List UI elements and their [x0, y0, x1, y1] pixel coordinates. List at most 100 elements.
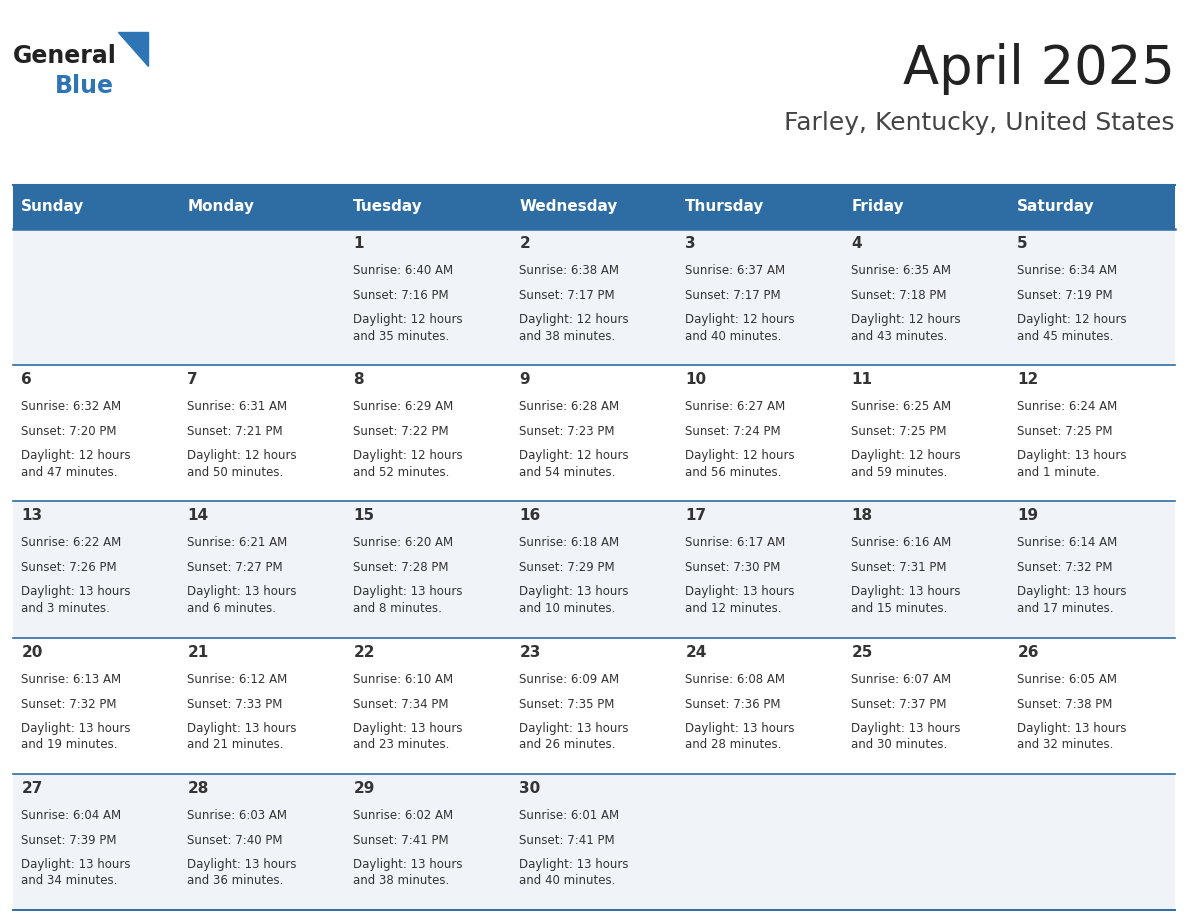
Text: Sunrise: 6:14 AM: Sunrise: 6:14 AM [1017, 536, 1118, 549]
Text: 9: 9 [519, 372, 530, 387]
Text: Sunset: 7:40 PM: Sunset: 7:40 PM [188, 834, 283, 846]
Bar [179, 638, 345, 774]
Text: 18: 18 [852, 509, 872, 523]
Text: Daylight: 12 hours
and 54 minutes.: Daylight: 12 hours and 54 minutes. [519, 449, 628, 478]
Text: Sunrise: 6:22 AM: Sunrise: 6:22 AM [21, 536, 121, 549]
Text: 21: 21 [188, 644, 209, 660]
Bar [345, 501, 511, 638]
Text: 13: 13 [21, 509, 43, 523]
Text: General: General [13, 44, 116, 68]
Text: Daylight: 12 hours
and 43 minutes.: Daylight: 12 hours and 43 minutes. [852, 313, 961, 342]
Text: Sunset: 7:37 PM: Sunset: 7:37 PM [852, 698, 947, 711]
Bar [511, 229, 677, 365]
Text: 7: 7 [188, 372, 198, 387]
Bar [511, 185, 677, 229]
Text: 16: 16 [519, 509, 541, 523]
Text: Sunrise: 6:31 AM: Sunrise: 6:31 AM [188, 400, 287, 413]
Bar [345, 185, 511, 229]
Text: 23: 23 [519, 644, 541, 660]
Text: Sunrise: 6:40 AM: Sunrise: 6:40 AM [353, 264, 454, 277]
Text: Sunrise: 6:35 AM: Sunrise: 6:35 AM [852, 264, 952, 277]
Bar [13, 185, 179, 229]
Text: Daylight: 12 hours
and 38 minutes.: Daylight: 12 hours and 38 minutes. [519, 313, 628, 342]
Bar [677, 365, 843, 501]
Text: 12: 12 [1017, 372, 1038, 387]
Text: Sunrise: 6:29 AM: Sunrise: 6:29 AM [353, 400, 454, 413]
Text: Thursday: Thursday [685, 199, 765, 215]
Text: 14: 14 [188, 509, 208, 523]
Bar [1009, 638, 1175, 774]
Text: Sunset: 7:28 PM: Sunset: 7:28 PM [353, 562, 449, 575]
Text: Sunrise: 6:37 AM: Sunrise: 6:37 AM [685, 264, 785, 277]
Bar [179, 774, 345, 910]
Text: Daylight: 13 hours
and 6 minutes.: Daylight: 13 hours and 6 minutes. [188, 586, 297, 615]
Text: Sunrise: 6:09 AM: Sunrise: 6:09 AM [519, 673, 619, 686]
Text: 27: 27 [21, 781, 43, 796]
Text: Sunset: 7:41 PM: Sunset: 7:41 PM [519, 834, 615, 846]
Text: Monday: Monday [188, 199, 254, 215]
Text: Sunset: 7:36 PM: Sunset: 7:36 PM [685, 698, 781, 711]
Bar [345, 229, 511, 365]
Text: Daylight: 12 hours
and 56 minutes.: Daylight: 12 hours and 56 minutes. [685, 449, 795, 478]
Bar [511, 638, 677, 774]
Text: Daylight: 13 hours
and 3 minutes.: Daylight: 13 hours and 3 minutes. [21, 586, 131, 615]
Bar [1009, 185, 1175, 229]
Text: Sunrise: 6:24 AM: Sunrise: 6:24 AM [1017, 400, 1118, 413]
Text: Sunrise: 6:21 AM: Sunrise: 6:21 AM [188, 536, 287, 549]
Bar [511, 501, 677, 638]
Text: 6: 6 [21, 372, 32, 387]
Text: Blue: Blue [55, 74, 114, 98]
Text: Daylight: 13 hours
and 10 minutes.: Daylight: 13 hours and 10 minutes. [519, 586, 628, 615]
Text: Daylight: 12 hours
and 50 minutes.: Daylight: 12 hours and 50 minutes. [188, 449, 297, 478]
Text: Sunset: 7:22 PM: Sunset: 7:22 PM [353, 425, 449, 438]
Bar [13, 774, 179, 910]
Text: Sunset: 7:31 PM: Sunset: 7:31 PM [852, 562, 947, 575]
Text: Sunrise: 6:25 AM: Sunrise: 6:25 AM [852, 400, 952, 413]
Bar [345, 365, 511, 501]
Text: Sunday: Sunday [21, 199, 84, 215]
Text: Daylight: 12 hours
and 40 minutes.: Daylight: 12 hours and 40 minutes. [685, 313, 795, 342]
Text: Sunrise: 6:07 AM: Sunrise: 6:07 AM [852, 673, 952, 686]
Text: Sunset: 7:34 PM: Sunset: 7:34 PM [353, 698, 449, 711]
Text: Daylight: 13 hours
and 32 minutes.: Daylight: 13 hours and 32 minutes. [1017, 722, 1126, 751]
Text: 19: 19 [1017, 509, 1038, 523]
Text: Sunrise: 6:27 AM: Sunrise: 6:27 AM [685, 400, 785, 413]
Bar [179, 229, 345, 365]
Text: Sunset: 7:32 PM: Sunset: 7:32 PM [21, 698, 116, 711]
Text: 8: 8 [353, 372, 364, 387]
Text: Sunset: 7:25 PM: Sunset: 7:25 PM [852, 425, 947, 438]
Text: Sunrise: 6:08 AM: Sunrise: 6:08 AM [685, 673, 785, 686]
Text: Daylight: 13 hours
and 1 minute.: Daylight: 13 hours and 1 minute. [1017, 449, 1126, 478]
Text: Sunset: 7:24 PM: Sunset: 7:24 PM [685, 425, 781, 438]
Text: Sunrise: 6:32 AM: Sunrise: 6:32 AM [21, 400, 121, 413]
Text: Sunset: 7:27 PM: Sunset: 7:27 PM [188, 562, 283, 575]
Bar [843, 229, 1009, 365]
Text: Sunset: 7:23 PM: Sunset: 7:23 PM [519, 425, 615, 438]
Bar [843, 774, 1009, 910]
Text: Sunrise: 6:12 AM: Sunrise: 6:12 AM [188, 673, 287, 686]
Text: Wednesday: Wednesday [519, 199, 618, 215]
Text: Sunrise: 6:04 AM: Sunrise: 6:04 AM [21, 809, 121, 822]
Text: 1: 1 [353, 236, 364, 251]
Bar [677, 638, 843, 774]
Text: Daylight: 13 hours
and 34 minutes.: Daylight: 13 hours and 34 minutes. [21, 857, 131, 888]
Text: Daylight: 12 hours
and 59 minutes.: Daylight: 12 hours and 59 minutes. [852, 449, 961, 478]
Text: Sunset: 7:32 PM: Sunset: 7:32 PM [1017, 562, 1113, 575]
Text: 15: 15 [353, 509, 374, 523]
Text: Sunset: 7:19 PM: Sunset: 7:19 PM [1017, 289, 1113, 302]
Text: Sunset: 7:38 PM: Sunset: 7:38 PM [1017, 698, 1113, 711]
Text: Daylight: 13 hours
and 8 minutes.: Daylight: 13 hours and 8 minutes. [353, 586, 463, 615]
Bar [13, 501, 179, 638]
Text: Sunrise: 6:03 AM: Sunrise: 6:03 AM [188, 809, 287, 822]
Text: 25: 25 [852, 644, 873, 660]
Text: Sunset: 7:29 PM: Sunset: 7:29 PM [519, 562, 615, 575]
Text: Sunset: 7:30 PM: Sunset: 7:30 PM [685, 562, 781, 575]
Text: Daylight: 13 hours
and 38 minutes.: Daylight: 13 hours and 38 minutes. [353, 857, 463, 888]
Text: Sunrise: 6:16 AM: Sunrise: 6:16 AM [852, 536, 952, 549]
Text: Sunrise: 6:10 AM: Sunrise: 6:10 AM [353, 673, 454, 686]
Bar [1009, 365, 1175, 501]
Text: Sunrise: 6:17 AM: Sunrise: 6:17 AM [685, 536, 785, 549]
Bar [179, 501, 345, 638]
Text: Sunrise: 6:01 AM: Sunrise: 6:01 AM [519, 809, 619, 822]
Text: Sunset: 7:20 PM: Sunset: 7:20 PM [21, 425, 116, 438]
